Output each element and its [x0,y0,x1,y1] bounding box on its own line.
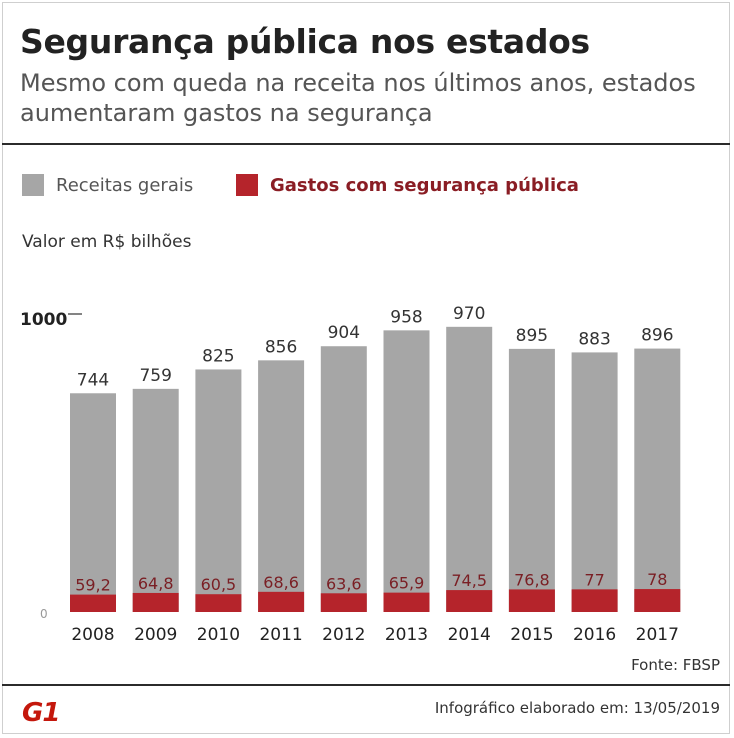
bar-spending-2013 [383,592,430,612]
source-note: Fonte: FBSP [631,656,720,674]
footer-divider [2,684,730,686]
x-tick-label-2014: 2014 [448,625,491,645]
y-tick-label-1000: 1000 [20,310,67,330]
bar-spending-2009 [132,592,179,612]
g1-logo: G1 [22,698,60,728]
value-label-revenue-2011: 856 [265,337,297,357]
bar-revenue-2016 [571,352,618,612]
bar-revenue-2014 [446,326,493,612]
value-label-spending-2014: 74,5 [451,571,487,590]
x-tick-label-2016: 2016 [573,625,616,645]
value-label-spending-2012: 63,6 [326,574,362,593]
bar-spending-2012 [320,593,367,612]
bar-spending-2014 [446,590,493,612]
page-subtitle: Mesmo com queda na receita nos últimos a… [20,69,696,127]
x-tick-label-2012: 2012 [322,625,365,645]
bar-spending-2010 [195,594,242,612]
bar-revenue-2009 [132,388,179,612]
unit-label: Valor em R$ bilhões [22,232,192,252]
legend-item-spending: Gastos com segurança pública [236,174,579,196]
bar-spending-2017 [634,589,681,612]
bar-revenue-2017 [634,348,681,612]
x-tick-label-2010: 2010 [197,625,240,645]
y-tick-label-0: 0 [40,607,48,621]
value-label-revenue-2008: 744 [77,370,109,390]
value-label-spending-2015: 76,8 [514,570,550,589]
header-divider [2,143,730,145]
value-label-spending-2017: 78 [647,570,667,589]
legend-label-spending: Gastos com segurança pública [270,174,579,196]
x-tick-label-2013: 2013 [385,625,428,645]
bar-revenue-2012 [320,346,367,612]
value-label-revenue-2015: 895 [516,326,548,346]
value-label-revenue-2016: 883 [578,329,610,349]
credit-note: Infográfico elaborado em: 13/05/2019 [434,699,720,717]
legend-swatch-spending [236,174,258,196]
value-label-revenue-2013: 958 [390,307,422,327]
value-label-spending-2016: 77 [584,570,604,589]
page-title: Segurança pública nos estados [20,22,590,61]
value-label-revenue-2017: 896 [641,326,673,346]
bar-spending-2015 [508,589,555,612]
value-label-spending-2011: 68,6 [263,573,299,592]
x-tick-label-2008: 2008 [71,625,114,645]
bar-revenue-2010 [195,369,242,612]
value-label-spending-2010: 60,5 [201,575,237,594]
bar-revenue-2008 [70,393,116,612]
value-label-revenue-2014: 970 [453,304,485,324]
bar-revenue-2011 [258,360,305,612]
legend-swatch-revenue [22,174,44,196]
value-label-revenue-2010: 825 [202,346,234,366]
value-label-revenue-2012: 904 [328,323,360,343]
value-label-revenue-2009: 759 [139,366,171,386]
bar-revenue-2013 [383,330,430,612]
legend-label-revenue: Receitas gerais [56,174,194,196]
value-label-spending-2008: 59,2 [75,576,111,595]
bar-spending-2016 [571,589,618,612]
x-tick-label-2011: 2011 [259,625,302,645]
x-tick-label-2017: 2017 [636,625,679,645]
legend-item-revenue: Receitas gerais [22,174,193,196]
value-label-spending-2013: 65,9 [389,574,425,593]
bar-revenue-2015 [508,348,555,612]
x-tick-label-2015: 2015 [510,625,553,645]
x-tick-label-2009: 2009 [134,625,177,645]
bar-spending-2011 [258,591,305,612]
bar-spending-2008 [70,594,116,612]
value-label-spending-2009: 64,8 [138,574,174,593]
